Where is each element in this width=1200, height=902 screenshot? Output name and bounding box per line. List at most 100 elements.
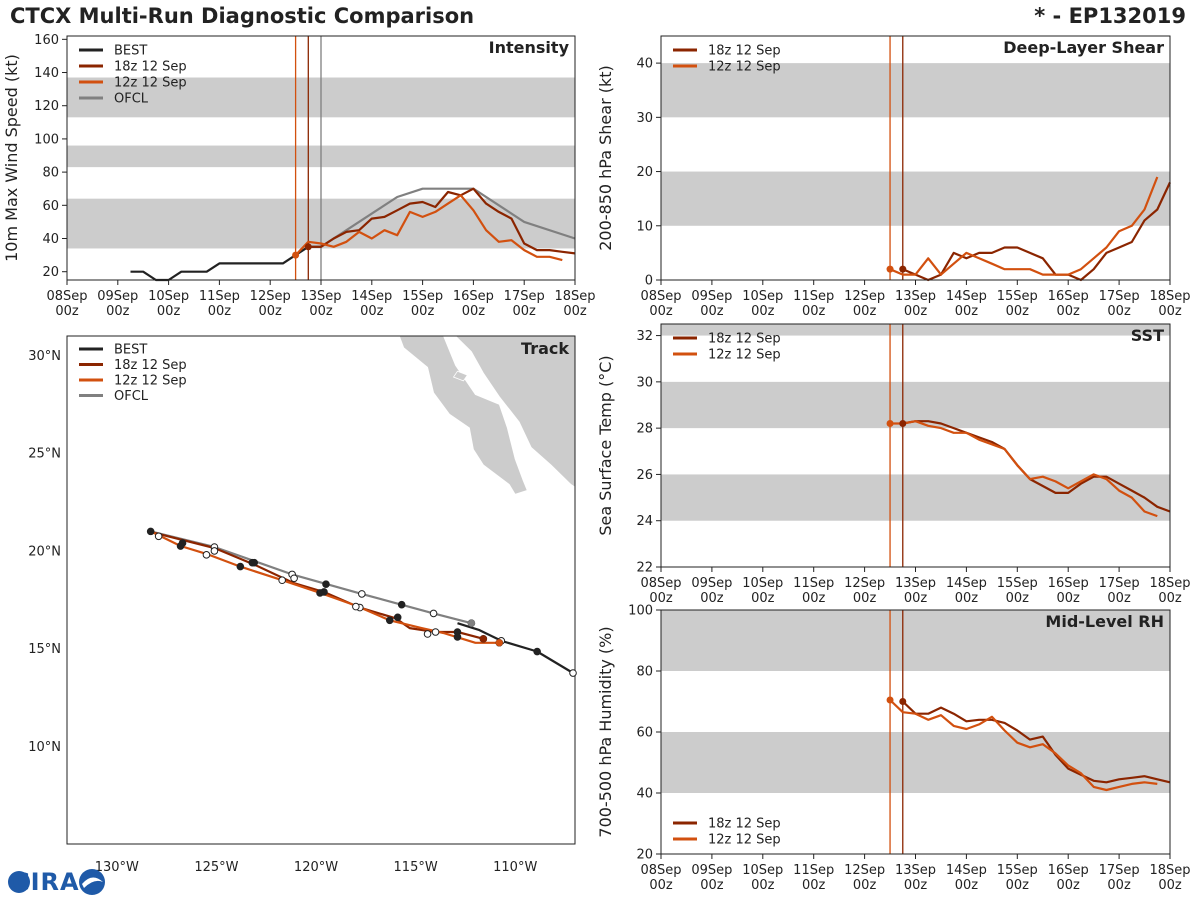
x-tick-label: 10Sep bbox=[742, 863, 783, 878]
storm-id: * - EP132019 bbox=[1034, 4, 1186, 28]
panel-shear: 08Sep00z09Sep00z10Sep00z11Sep00z12Sep00z… bbox=[596, 35, 1191, 319]
x-tick-label: 18Sep bbox=[554, 289, 595, 304]
x-tick-label: 13Sep bbox=[300, 289, 341, 304]
y-tick-label: 28 bbox=[636, 422, 653, 437]
panel-title: Track bbox=[521, 339, 569, 358]
track-point-12z-12-sep bbox=[385, 616, 394, 625]
x-tick-label: 16Sep bbox=[1048, 289, 1089, 304]
x-tick-label: 09Sep bbox=[691, 576, 732, 591]
track-point-12z-12-sep bbox=[316, 589, 324, 597]
y-tick-label: 60 bbox=[42, 199, 59, 214]
track-point-18z-12-sep bbox=[393, 613, 402, 622]
y-axis-label: 200-850 hPa Shear (kt) bbox=[596, 65, 615, 251]
x-tick-label: 00z bbox=[309, 304, 333, 319]
track-point-12z-12-sep bbox=[236, 562, 245, 571]
x-tick-label: 00z bbox=[751, 591, 775, 606]
legend-label-18z-12-sep: 18z 12 Sep bbox=[708, 44, 781, 59]
x-tick-label: 17Sep bbox=[1099, 863, 1140, 878]
x-tick-label: 00z bbox=[1158, 591, 1182, 606]
series-line-18z-12-sep bbox=[902, 181, 1171, 282]
panel-intensity: 08Sep00z09Sep00z10Sep00z11Sep00z12Sep00z… bbox=[2, 33, 596, 319]
x-tick-label: 00z bbox=[700, 591, 724, 606]
lat-tick-label: 30°N bbox=[28, 349, 61, 364]
x-tick-label: 00z bbox=[1057, 304, 1081, 319]
x-tick-label: 00z bbox=[751, 304, 775, 319]
track-point-12z-12-sep bbox=[352, 602, 360, 611]
x-tick-label: 00z bbox=[904, 591, 928, 606]
track-point-12z-12-sep bbox=[176, 542, 185, 550]
y-tick-label: 120 bbox=[34, 99, 59, 114]
y-tick-label: 32 bbox=[636, 329, 653, 344]
cira-logo-text: CIRA bbox=[12, 868, 80, 896]
x-tick-label: 00z bbox=[751, 878, 775, 893]
x-tick-label: 00z bbox=[1107, 878, 1131, 893]
lat-tick-label: 15°N bbox=[28, 642, 61, 657]
lon-tick-label: 130°W bbox=[95, 860, 139, 875]
series-line-best bbox=[130, 245, 321, 282]
panel-rh: 08Sep00z09Sep00z10Sep00z11Sep00z12Sep00z… bbox=[596, 604, 1191, 894]
x-tick-label: 12Sep bbox=[250, 289, 291, 304]
x-tick-label: 00z bbox=[649, 304, 673, 319]
x-tick-label: 11Sep bbox=[199, 289, 240, 304]
track-point-ofcl bbox=[358, 590, 366, 598]
track-line-18z-12-sep bbox=[152, 531, 484, 640]
series-line-12z-12-sep bbox=[890, 420, 1158, 518]
legend-label-ofcl: OFCL bbox=[114, 92, 149, 107]
lat-tick-label: 10°N bbox=[28, 740, 61, 755]
y-tick-label: 100 bbox=[34, 132, 59, 147]
x-tick-label: 15Sep bbox=[997, 289, 1038, 304]
x-tick-label: 00z bbox=[1158, 878, 1182, 893]
x-tick-label: 00z bbox=[1006, 591, 1030, 606]
x-tick-label: 00z bbox=[802, 878, 826, 893]
y-axis-label: Sea Surface Temp (°C) bbox=[596, 355, 615, 535]
band-rh bbox=[661, 610, 1170, 671]
series-line-12z-12-sep bbox=[889, 176, 1159, 276]
x-tick-label: 11Sep bbox=[793, 289, 834, 304]
lon-tick-label: 110°W bbox=[493, 860, 537, 875]
x-tick-label: 00z bbox=[853, 304, 877, 319]
init-marker-12z-12-sep bbox=[886, 420, 894, 428]
legend-label-12z-12-sep: 12z 12 Sep bbox=[114, 76, 187, 91]
x-tick-label: 11Sep bbox=[793, 863, 834, 878]
track-point-ofcl-start bbox=[467, 619, 476, 627]
x-tick-label: 00z bbox=[904, 878, 928, 893]
x-tick-label: 00z bbox=[1107, 304, 1131, 319]
series-line-ofcl bbox=[320, 187, 576, 248]
y-tick-label: 160 bbox=[34, 33, 59, 48]
track-line-best bbox=[457, 622, 574, 674]
x-tick-label: 14Sep bbox=[946, 863, 987, 878]
y-tick-label: 10 bbox=[636, 219, 653, 234]
init-marker-18z-12-sep bbox=[304, 243, 312, 251]
figure-title: CTCX Multi-Run Diagnostic Comparison bbox=[10, 4, 475, 28]
x-tick-label: 16Sep bbox=[1048, 576, 1089, 591]
track-line-12z-12-sep bbox=[150, 530, 500, 644]
x-tick-label: 15Sep bbox=[402, 289, 443, 304]
track-point-ofcl bbox=[322, 580, 330, 588]
y-tick-label: 20 bbox=[42, 265, 59, 280]
track-point-12z-start bbox=[495, 639, 503, 647]
track-point-best bbox=[533, 647, 541, 656]
legend-label-12z-12-sep: 12z 12 Sep bbox=[114, 374, 187, 389]
x-tick-label: 00z bbox=[1057, 591, 1081, 606]
band-sst bbox=[661, 324, 1170, 336]
x-tick-label: 00z bbox=[802, 591, 826, 606]
x-tick-label: 09Sep bbox=[97, 289, 138, 304]
cira-logo: CIRA bbox=[4, 866, 110, 898]
y-tick-label: 80 bbox=[42, 166, 59, 181]
track-point-12z-12-sep bbox=[202, 551, 211, 559]
island-land bbox=[452, 370, 469, 382]
lat-tick-label: 20°N bbox=[28, 544, 61, 559]
x-tick-label: 00z bbox=[700, 304, 724, 319]
x-tick-label: 14Sep bbox=[946, 289, 987, 304]
track-point-18z-12-sep bbox=[250, 558, 259, 567]
x-tick-label: 12Sep bbox=[844, 289, 885, 304]
x-tick-label: 10Sep bbox=[148, 289, 189, 304]
legend-label-best: BEST bbox=[114, 343, 147, 358]
x-tick-label: 00z bbox=[55, 304, 79, 319]
cira-logo-graphic bbox=[8, 869, 105, 895]
band-sst bbox=[661, 474, 1170, 521]
y-tick-label: 20 bbox=[636, 165, 653, 180]
x-tick-label: 00z bbox=[563, 304, 587, 319]
init-marker-18z-12-sep bbox=[899, 265, 907, 273]
